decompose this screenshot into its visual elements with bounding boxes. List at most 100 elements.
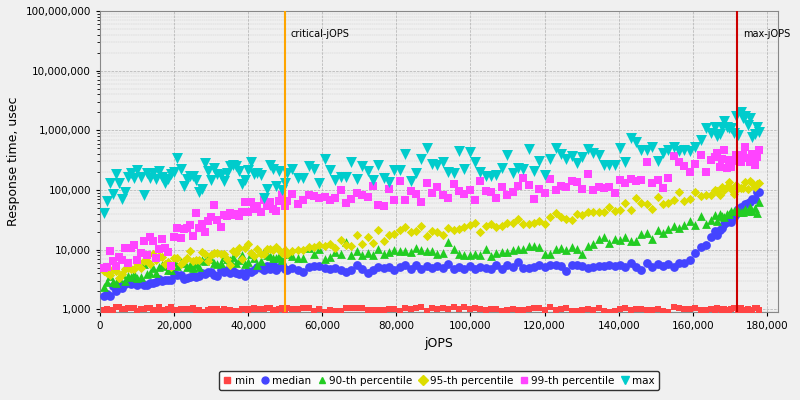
- Point: [420, 180, 433, 186]
- Point: [153, 276, 166, 282]
- Point: [202, 168, 214, 174]
- Point: [110, 304, 122, 310]
- Point: [382, 186, 395, 192]
- Point: [725, 208, 738, 215]
- Point: [134, 174, 147, 181]
- Point: [146, 170, 159, 176]
- Point: [746, 208, 759, 214]
- Point: [709, 212, 722, 218]
- Point: [744, 159, 757, 165]
- Point: [388, 267, 401, 274]
- Point: [544, 213, 557, 220]
- Point: [705, 234, 718, 240]
- Point: [113, 180, 126, 186]
- Point: [667, 152, 680, 159]
- Point: [122, 305, 134, 312]
- Point: [168, 259, 181, 265]
- Point: [307, 307, 320, 314]
- Point: [709, 307, 722, 314]
- Point: [716, 155, 729, 162]
- Point: [125, 304, 138, 311]
- Point: [223, 262, 236, 269]
- Point: [705, 217, 718, 224]
- Point: [196, 249, 209, 255]
- Point: [118, 306, 131, 312]
- Point: [646, 264, 658, 270]
- Point: [165, 264, 178, 270]
- Point: [258, 250, 270, 257]
- Point: [281, 170, 294, 176]
- Point: [356, 163, 369, 169]
- Point: [254, 306, 267, 312]
- Point: [517, 307, 530, 313]
- Point: [382, 248, 395, 255]
- Point: [302, 305, 315, 311]
- Point: [211, 250, 224, 256]
- Point: [426, 305, 438, 311]
- Point: [718, 220, 730, 227]
- Point: [361, 167, 374, 174]
- Point: [635, 176, 648, 183]
- Point: [549, 209, 562, 216]
- Point: [183, 306, 196, 312]
- Point: [598, 263, 610, 270]
- Point: [716, 184, 729, 191]
- Point: [350, 231, 363, 238]
- Point: [143, 174, 156, 181]
- Point: [186, 258, 199, 265]
- Point: [186, 172, 199, 179]
- Point: [608, 162, 621, 168]
- Point: [248, 252, 261, 259]
- Point: [742, 185, 754, 192]
- Point: [705, 156, 718, 163]
- Point: [276, 186, 289, 193]
- Point: [220, 267, 233, 273]
- Point: [614, 207, 626, 213]
- Point: [168, 271, 181, 278]
- Point: [753, 180, 766, 186]
- Point: [689, 304, 702, 311]
- Point: [582, 170, 594, 177]
- Point: [146, 238, 159, 244]
- Point: [667, 144, 680, 150]
- Point: [190, 256, 202, 263]
- Point: [313, 194, 326, 201]
- Point: [178, 226, 190, 232]
- Point: [501, 152, 514, 158]
- Point: [98, 306, 110, 313]
- Point: [103, 180, 116, 186]
- Point: [230, 163, 242, 169]
- Point: [657, 150, 670, 156]
- Point: [436, 305, 449, 311]
- Point: [673, 305, 686, 311]
- Point: [739, 206, 752, 212]
- Point: [635, 306, 648, 312]
- Point: [205, 256, 218, 262]
- Point: [278, 246, 291, 252]
- Point: [522, 221, 535, 228]
- Point: [242, 268, 254, 274]
- Point: [641, 147, 654, 153]
- Point: [404, 306, 417, 312]
- Point: [318, 194, 331, 200]
- Point: [673, 260, 686, 266]
- Point: [495, 249, 508, 255]
- Point: [474, 168, 486, 175]
- Point: [592, 152, 605, 158]
- Point: [410, 191, 422, 197]
- Point: [297, 174, 310, 181]
- Point: [302, 245, 315, 251]
- Point: [361, 270, 374, 276]
- Point: [236, 252, 249, 258]
- Point: [174, 259, 187, 265]
- Point: [329, 249, 342, 256]
- Point: [208, 202, 221, 208]
- Point: [214, 267, 227, 273]
- Point: [156, 174, 169, 180]
- Point: [746, 306, 759, 313]
- Point: [350, 176, 363, 182]
- Point: [205, 176, 218, 183]
- Point: [251, 169, 264, 176]
- Point: [576, 154, 589, 160]
- Point: [103, 293, 116, 299]
